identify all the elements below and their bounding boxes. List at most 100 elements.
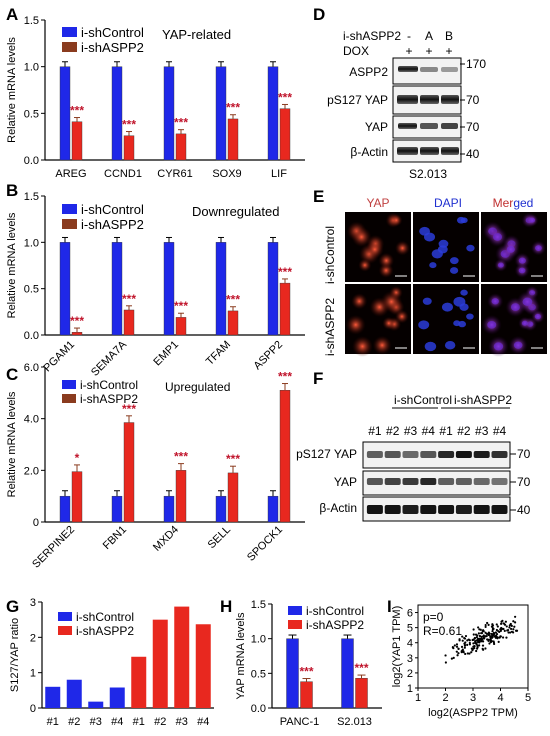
cell-body — [378, 252, 395, 269]
blot-d-col-3: B — [445, 29, 453, 43]
legend-label-knockdown: i-shASPP2 — [306, 618, 364, 632]
bar — [300, 681, 313, 709]
scatter-point — [444, 654, 447, 657]
blot-f-band — [438, 451, 455, 458]
blot-f-band — [384, 451, 401, 458]
scatter-point — [452, 656, 455, 660]
cell-nucleus — [529, 217, 536, 223]
blot-f-band — [366, 478, 383, 485]
cell-nucleus — [521, 320, 528, 326]
panel-letter-g: G — [6, 597, 19, 616]
bar — [123, 135, 135, 161]
x-tick-label: SOX9 — [212, 168, 241, 180]
y-axis-label: log2(YAP1 TPM) — [391, 606, 403, 688]
significance-mark: *** — [122, 292, 136, 306]
scatter-point — [477, 632, 480, 635]
y-tick-label: 1.0 — [24, 62, 39, 74]
cell-body — [358, 258, 372, 272]
scatter-point — [495, 632, 499, 636]
legend-swatch-knockdown — [62, 219, 77, 229]
blot-f-lane-labels: #1 #2 #3 #4 #1 #2 #3 #4 — [368, 424, 506, 438]
x-tick-label: LIF — [271, 168, 287, 180]
blot-d-mw-2: 70 — [466, 93, 480, 107]
bar — [227, 118, 239, 161]
y-axis-label: Relative mRNA levels — [6, 212, 18, 318]
scatter-point — [490, 634, 494, 638]
blot-f-band — [384, 478, 401, 485]
scatter-point — [505, 625, 508, 628]
bar — [71, 471, 83, 523]
scatter-point — [499, 627, 503, 631]
cell-nucleus — [453, 320, 461, 327]
scatter-point — [489, 636, 492, 639]
scatter-point — [457, 652, 460, 655]
significance-mark: *** — [174, 450, 188, 464]
x-tick-label: 4 — [497, 692, 503, 704]
cell-body — [389, 213, 403, 227]
scatter-point — [484, 623, 487, 627]
scatter-point — [486, 638, 489, 641]
scatter-point — [501, 636, 505, 639]
legend-swatch-knockdown — [288, 620, 302, 629]
scatter-point — [451, 646, 454, 649]
panel-letter-i: I — [387, 597, 392, 616]
scatter-point — [471, 649, 474, 652]
bar — [71, 121, 83, 161]
legend-label-knockdown: i-shASPP2 — [81, 217, 144, 232]
bar — [59, 66, 71, 161]
blot-f-band — [455, 505, 472, 514]
bar — [163, 66, 175, 161]
blot-f-lane-label: #3 — [404, 424, 418, 438]
bar — [123, 309, 135, 336]
scatter-point — [457, 647, 460, 650]
scatter-point — [473, 647, 476, 650]
micro-col-merged: Merged — [493, 196, 534, 210]
scatter-point — [493, 642, 496, 646]
bar — [163, 242, 175, 336]
scatter-point — [475, 636, 478, 639]
significance-mark: *** — [354, 661, 368, 675]
cell-body — [345, 314, 366, 335]
scatter-point — [512, 628, 515, 631]
cell-nucleus — [518, 267, 526, 274]
scatter-point — [464, 652, 467, 656]
cell-nucleus — [441, 302, 453, 312]
legend-label-control: i-shControl — [306, 604, 364, 618]
y-tick-label: 3 — [30, 597, 36, 609]
blot-f-lane-label: #1 — [368, 424, 382, 438]
scatter-point — [510, 627, 513, 631]
blot-f-band — [402, 451, 419, 458]
scatter-point — [508, 626, 511, 629]
scatter-point — [470, 651, 473, 654]
blot-d-band — [398, 66, 418, 72]
scatter-point — [461, 635, 464, 638]
significance-mark: *** — [226, 293, 240, 307]
scatter-point — [472, 628, 475, 631]
scatter-point — [455, 643, 459, 646]
scatter-point — [461, 639, 464, 642]
x-tick-label: AREG — [55, 168, 86, 180]
blot-f-band — [438, 478, 455, 485]
legend-label-knockdown: i-shASPP2 — [76, 624, 134, 638]
blot-f-band — [402, 505, 419, 514]
cell-body — [394, 240, 410, 256]
scatter-point — [496, 625, 499, 628]
blot-f-lane-label: #2 — [457, 424, 471, 438]
western-blot-f: i-shControl i-shASPP2 #1 #2 #3 #4 #1 #2 #3 #4 p… — [296, 393, 531, 522]
legend-swatch-control — [58, 612, 72, 621]
blot-d-col-2: A — [425, 29, 433, 43]
scatter-point — [497, 640, 500, 643]
blot-d-dox-2: + — [425, 44, 432, 58]
chart-h: 0.0 0.5 1.0 1.5 YAP mRNA levels *** PANC-1 *** S… — [235, 599, 382, 728]
x-tick-label: FBN1 — [101, 524, 129, 552]
bar — [267, 495, 279, 523]
x-tick-label: #2 — [68, 716, 80, 728]
blot-f-row-1: pS127 YAP — [296, 447, 357, 461]
scatter-stat-p: p=0 — [423, 610, 444, 624]
bar — [215, 242, 227, 336]
bar — [163, 495, 175, 523]
y-tick-label: 2 — [407, 668, 413, 680]
x-tick-label: SEMA7A — [89, 338, 130, 379]
legend-label-knockdown: i-shASPP2 — [81, 40, 144, 55]
blot-f-band — [420, 505, 437, 514]
